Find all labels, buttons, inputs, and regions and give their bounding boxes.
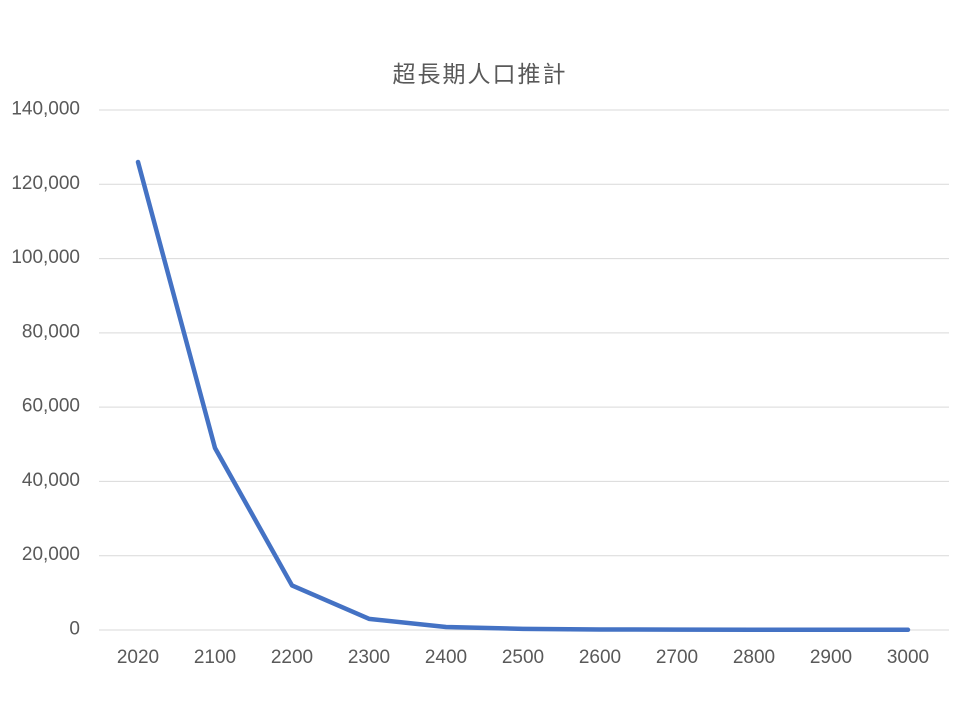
svg-text:40,000: 40,000 xyxy=(22,470,80,491)
svg-text:2800: 2800 xyxy=(733,647,775,668)
svg-text:2100: 2100 xyxy=(194,647,236,668)
svg-text:140,000: 140,000 xyxy=(11,99,80,120)
svg-text:100,000: 100,000 xyxy=(11,247,80,268)
svg-text:2900: 2900 xyxy=(810,647,852,668)
svg-text:2200: 2200 xyxy=(271,647,313,668)
svg-text:0: 0 xyxy=(69,619,80,640)
svg-text:2600: 2600 xyxy=(579,647,621,668)
svg-text:2300: 2300 xyxy=(348,647,390,668)
svg-text:120,000: 120,000 xyxy=(11,173,80,194)
svg-text:80,000: 80,000 xyxy=(22,321,80,342)
svg-text:3000: 3000 xyxy=(887,647,929,668)
svg-text:2500: 2500 xyxy=(502,647,544,668)
svg-text:20,000: 20,000 xyxy=(22,544,80,565)
svg-text:2020: 2020 xyxy=(117,647,159,668)
svg-text:2400: 2400 xyxy=(425,647,467,668)
svg-text:2700: 2700 xyxy=(656,647,698,668)
svg-text:60,000: 60,000 xyxy=(22,396,80,417)
